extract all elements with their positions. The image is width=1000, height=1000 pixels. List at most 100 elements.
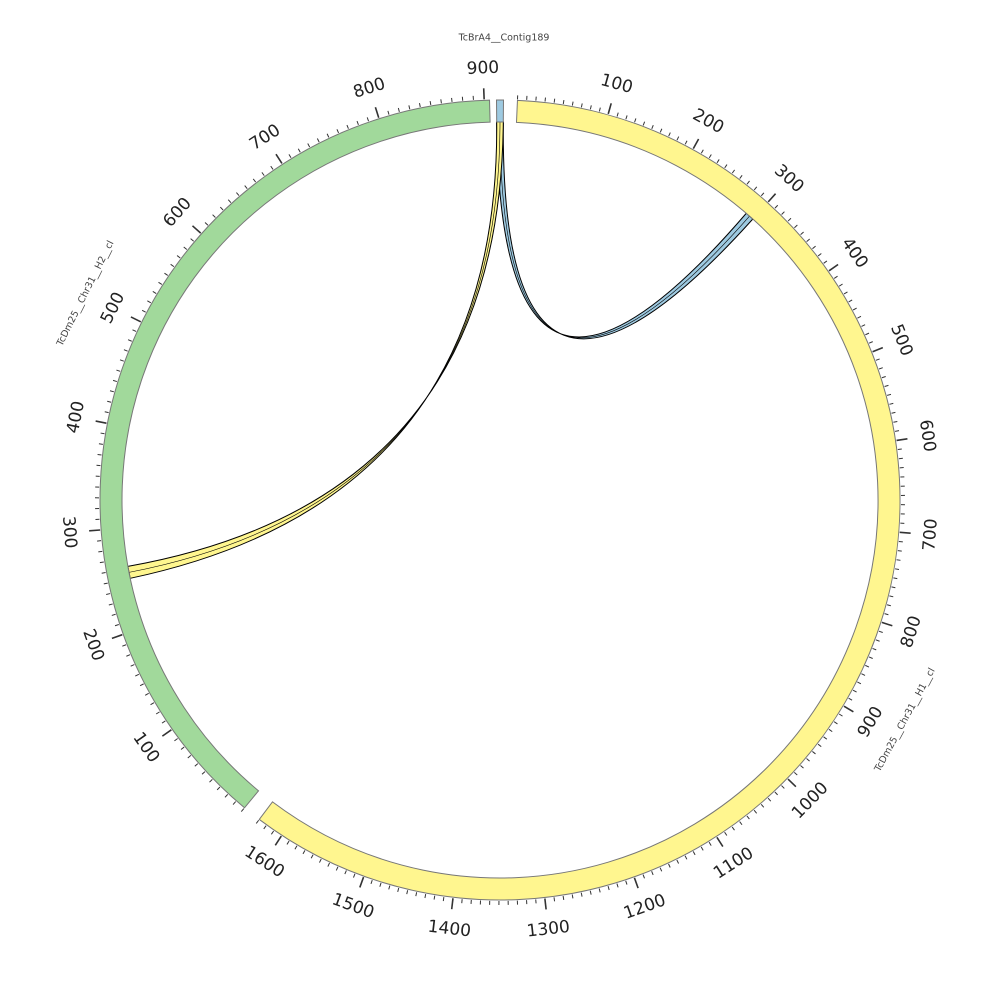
minor-tick-h1	[708, 841, 712, 846]
minor-tick-h1	[800, 765, 804, 769]
minor-tick-h1	[286, 840, 290, 845]
minor-tick-h2	[418, 102, 421, 108]
minor-tick-h2	[107, 400, 112, 403]
link-contig-h1	[496, 121, 754, 340]
minor-tick-h1	[335, 866, 339, 871]
minor-tick-h1	[388, 885, 391, 890]
tick-label-h1: 600	[915, 418, 940, 453]
major-tick-h2	[191, 225, 202, 234]
minor-tick-h2	[219, 206, 224, 211]
minor-tick-h1	[344, 870, 347, 875]
minor-tick-h2	[209, 779, 213, 783]
minor-tick-h1	[700, 149, 704, 154]
minor-tick-h1	[625, 115, 628, 120]
major-tick-h2	[374, 107, 380, 119]
segment-h1	[258, 99, 901, 901]
minor-tick-h1	[562, 99, 565, 105]
tick-label-h1: 1400	[427, 917, 472, 942]
major-tick-h1	[607, 103, 612, 115]
major-tick-h2	[111, 633, 123, 640]
labels-layer: TcBrA4__Contig189TcDm25__Chr31__H1__clTc…	[54, 33, 937, 775]
minor-tick-h1	[571, 101, 574, 106]
minor-tick-h2	[161, 720, 166, 724]
minor-tick-h2	[240, 808, 245, 812]
tick-label-h2: 100	[128, 729, 163, 767]
major-tick-h2	[275, 153, 283, 164]
minor-tick-h1	[838, 713, 843, 717]
minor-tick-h1	[659, 128, 663, 133]
minor-tick-h1	[806, 758, 810, 762]
minor-tick-h1	[353, 873, 356, 878]
minor-tick-h1	[692, 851, 696, 856]
minor-tick-h2	[99, 561, 104, 564]
minor-tick-h1	[861, 673, 866, 676]
minor-tick-h1	[684, 140, 688, 145]
minor-tick-h1	[894, 430, 900, 432]
minor-tick-h2	[201, 771, 206, 775]
minor-tick-h2	[139, 683, 144, 687]
minor-tick-h1	[616, 883, 619, 888]
minor-tick-h1	[739, 175, 743, 179]
minor-tick-h2	[114, 624, 119, 627]
minor-tick-h1	[746, 180, 750, 185]
minor-tick-h1	[875, 639, 880, 642]
minor-tick-h1	[865, 664, 870, 668]
minor-tick-h1	[891, 586, 896, 589]
tick-label-h1: 300	[770, 161, 808, 198]
minor-tick-h1	[716, 159, 720, 164]
major-tick-h1	[843, 705, 854, 713]
minor-tick-h2	[326, 133, 330, 138]
minor-tick-h1	[263, 825, 267, 830]
minor-tick-h1	[896, 559, 901, 561]
minor-tick-h1	[828, 728, 833, 733]
minor-tick-h2	[336, 129, 340, 134]
segment-label-contig: TcBrA4__Contig189	[458, 33, 550, 44]
tick-label-h1: 1100	[710, 843, 757, 883]
major-tick-h1	[716, 836, 724, 847]
tick-label-h1: 500	[886, 321, 917, 359]
minor-tick-h1	[893, 421, 898, 423]
minor-tick-h1	[651, 124, 654, 130]
minor-tick-h1	[589, 890, 592, 895]
minor-tick-h2	[144, 692, 149, 696]
minor-tick-h2	[170, 263, 175, 268]
minor-tick-h2	[356, 120, 359, 125]
major-tick-h1	[872, 346, 884, 353]
minor-tick-h1	[294, 845, 298, 850]
tick-label-h2: 500	[97, 289, 129, 327]
minor-tick-h2	[103, 582, 108, 585]
minor-tick-h1	[857, 681, 862, 685]
minor-tick-h2	[112, 379, 118, 383]
minor-tick-h2	[132, 329, 137, 332]
segments-layer	[99, 99, 901, 901]
minor-tick-h1	[787, 217, 792, 222]
minor-tick-h2	[164, 272, 169, 276]
minor-tick-h2	[297, 148, 301, 153]
minor-tick-h1	[781, 785, 785, 789]
minor-tick-h1	[580, 892, 583, 897]
minor-tick-h1	[642, 121, 646, 126]
tick-label-h2: 900	[466, 58, 499, 79]
minor-tick-h1	[724, 164, 728, 169]
major-tick-h1	[828, 263, 839, 272]
minor-tick-h2	[180, 746, 185, 750]
minor-tick-h1	[708, 154, 712, 159]
minor-tick-h1	[753, 186, 758, 191]
minor-tick-h1	[889, 595, 894, 598]
minor-tick-h2	[106, 593, 111, 595]
tick-label-h1: 800	[897, 613, 926, 650]
major-tick-h1	[633, 877, 639, 889]
minor-tick-h2	[261, 172, 265, 176]
minor-tick-h2	[227, 199, 232, 204]
minor-tick-h1	[760, 803, 765, 808]
major-tick-h1	[692, 138, 700, 150]
minor-tick-h2	[244, 185, 248, 190]
major-tick-h2	[95, 420, 107, 424]
minor-tick-h1	[865, 332, 870, 336]
minor-tick-h1	[794, 224, 798, 229]
minor-tick-h1	[843, 291, 848, 295]
tick-label-h2: 300	[58, 515, 80, 549]
segment-h2	[99, 99, 491, 809]
minor-tick-h2	[135, 673, 140, 677]
minor-tick-h1	[852, 689, 857, 693]
